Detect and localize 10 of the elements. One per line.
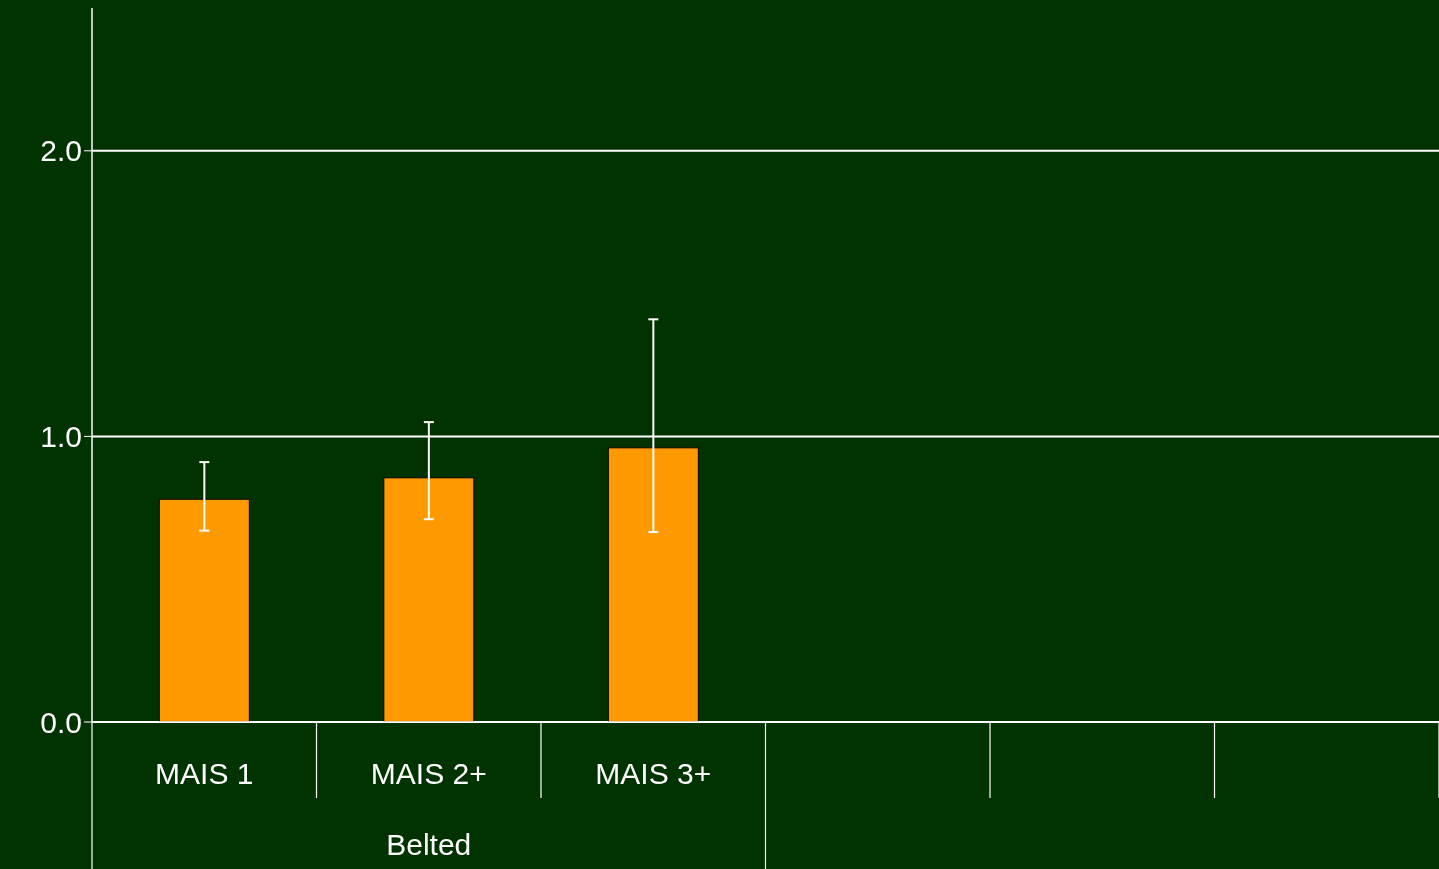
text: Belted	[385, 828, 473, 862]
bar	[158, 498, 250, 722]
x-tick-label: MAIS 2+	[370, 757, 487, 790]
x-tick-label: MAIS 1	[155, 757, 254, 790]
bar	[383, 477, 475, 722]
y-tick-label: 1.0	[40, 420, 82, 454]
y-tick-label: 0.0	[40, 705, 82, 739]
x-tick-label: MAIS 3+	[595, 757, 712, 790]
bar	[607, 447, 699, 722]
y-tick-label: 2.0	[40, 134, 82, 168]
